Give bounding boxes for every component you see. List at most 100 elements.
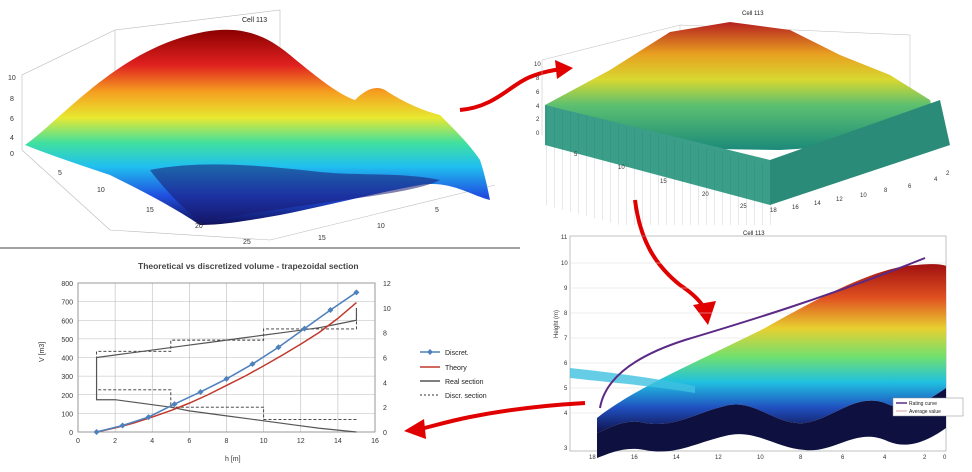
svg-text:20: 20: [195, 223, 203, 230]
svg-text:15: 15: [660, 179, 667, 185]
plot-frame: [77, 282, 376, 433]
y-tick-label: 0: [69, 430, 73, 437]
panel-a-title: Cell 113: [242, 17, 267, 24]
profile-3d-panel: Cell 113 11 10 9 8 7 6 5 4 3 Height (m) …: [545, 228, 972, 467]
svg-text:4: 4: [883, 455, 887, 461]
y-tick-label: 300: [61, 374, 73, 381]
svg-text:7: 7: [564, 336, 568, 342]
svg-text:8: 8: [10, 96, 14, 103]
svg-text:18: 18: [770, 208, 777, 214]
discretized-3d-plot: Cell 113 10 8 6 4 2 0 5 10 15 20 25 2 4 …: [534, 11, 950, 267]
svg-text:15: 15: [146, 207, 154, 214]
discret-point: [327, 307, 334, 314]
svg-text:12: 12: [715, 455, 722, 461]
discret-point: [145, 414, 152, 421]
y2-tick-label: 6: [383, 356, 387, 363]
series-discr-section: [96, 314, 357, 421]
svg-text:8: 8: [536, 76, 540, 82]
panel-c-x-ticks: 18 16 14 12 10 8 6 4 2 0: [589, 455, 947, 461]
x-tick-label: 14: [334, 438, 342, 445]
svg-text:0: 0: [10, 151, 14, 158]
svg-text:10: 10: [377, 223, 385, 230]
svg-text:10: 10: [534, 62, 541, 68]
legend-discret: Discret.: [445, 350, 469, 357]
svg-text:25: 25: [740, 204, 747, 210]
panel-b-x-ticks: 5 10 15 20 25: [574, 152, 747, 210]
svg-text:Rating curve: Rating curve: [909, 401, 937, 407]
svg-text:8: 8: [799, 455, 803, 461]
svg-text:10: 10: [8, 75, 16, 82]
arrow-right-icon: [459, 60, 573, 112]
y2-tick-label: 10: [383, 306, 391, 313]
chart-legend: Discret. Theory Real section Discr. sect…: [420, 349, 487, 400]
svg-text:18: 18: [589, 455, 596, 461]
discretized-3d-panel: Cell 113 10 8 6 4 2 0 5 10 15 20 25 2 4 …: [530, 0, 972, 267]
y-tick-label: 100: [61, 411, 73, 418]
bars-front-face: [770, 100, 950, 205]
panel-a-x-ticks: 5 10 15 20 25: [58, 170, 251, 246]
profile-3d-plot: Cell 113 11 10 9 8 7 6 5 4 3 Height (m) …: [554, 231, 964, 461]
y2-tick-label: 12: [383, 281, 391, 288]
svg-text:25: 25: [243, 239, 251, 246]
y-tick-label: 800: [61, 281, 73, 288]
svg-text:16: 16: [631, 455, 638, 461]
svg-text:9: 9: [564, 286, 568, 292]
legend-theory: Theory: [445, 365, 467, 372]
surface-3d-plot: Cell 113 10 8 6 4 0 5 10 15 20 25 5 10: [8, 9, 496, 246]
svg-text:5: 5: [564, 386, 568, 392]
discret-point: [197, 388, 204, 395]
discret-point: [301, 325, 308, 332]
svg-text:14: 14: [814, 201, 821, 207]
y-tick-label: 400: [61, 356, 73, 363]
svg-text:5: 5: [435, 207, 439, 214]
volume-chart: Theoretical vs discretized volume - trap…: [0, 247, 540, 463]
series-theory: [96, 301, 357, 433]
surface-3d-panel: Cell 113 10 8 6 4 0 5 10 15 20 25 5 10: [0, 0, 500, 250]
svg-text:16: 16: [792, 205, 799, 211]
svg-text:8: 8: [564, 311, 568, 317]
svg-text:10: 10: [757, 455, 764, 461]
svg-text:10: 10: [97, 187, 105, 194]
discret-point: [275, 344, 282, 351]
bars-top-surface: [545, 22, 940, 150]
panel-b-z-ticks: 10 8 6 4 2 0: [534, 62, 541, 137]
svg-text:8: 8: [884, 188, 888, 194]
y-tick-label: 600: [61, 318, 73, 325]
svg-text:4: 4: [934, 177, 938, 183]
svg-text:6: 6: [841, 455, 845, 461]
x-tick-label: 10: [260, 438, 268, 445]
svg-text:20: 20: [702, 192, 709, 198]
svg-text:0: 0: [943, 455, 947, 461]
svg-text:11: 11: [561, 235, 568, 241]
svg-text:0: 0: [536, 131, 540, 137]
y2-tick-label: 4: [383, 380, 387, 387]
svg-text:3: 3: [564, 446, 568, 452]
svg-text:10: 10: [561, 261, 568, 267]
svg-text:4: 4: [10, 135, 14, 142]
y2-tick-label: 0: [383, 430, 387, 437]
panel-c-title: Cell 113: [743, 231, 765, 237]
svg-text:2: 2: [923, 455, 927, 461]
y2-tick-label: 2: [383, 405, 387, 412]
panel-c-legend: Rating curve Average value: [892, 397, 964, 417]
y-tick-label: 200: [61, 393, 73, 400]
panel-c-ylabel: Height (m): [554, 310, 560, 338]
x-tick-label: 8: [225, 438, 229, 445]
x-axis-label: h [m]: [225, 456, 241, 463]
svg-text:10: 10: [618, 165, 625, 171]
volume-chart-panel: Theoretical vs discretized volume - trap…: [0, 247, 540, 467]
svg-text:4: 4: [536, 104, 540, 110]
x-tick-label: 16: [371, 438, 379, 445]
svg-text:6: 6: [10, 116, 14, 123]
panel-c-y-ticks: 11 10 9 8 7 6 5 4 3: [561, 235, 568, 452]
svg-text:6: 6: [536, 90, 540, 96]
panel-b-title: Cell 113: [742, 11, 764, 17]
x-tick-label: 2: [113, 438, 117, 445]
svg-text:2: 2: [946, 171, 950, 177]
series-real-section: [95, 307, 358, 433]
svg-text:2: 2: [536, 117, 540, 123]
svg-text:15: 15: [318, 235, 326, 242]
y2-tick-label: 8: [383, 331, 387, 338]
svg-text:Average value: Average value: [909, 409, 941, 415]
rating-curve: [599, 257, 926, 409]
